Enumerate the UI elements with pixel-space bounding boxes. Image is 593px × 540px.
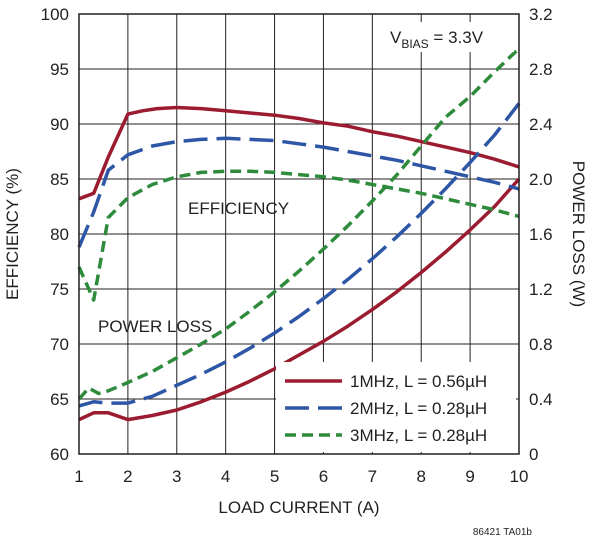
y-left-tick-label: 80	[50, 225, 69, 244]
left-axis-title: EFFICIENCY (%)	[3, 168, 22, 300]
power-loss-line-2	[78, 102, 521, 408]
power-loss-line-3	[77, 47, 521, 401]
bias-annotation: VBIAS = 3.3V	[390, 28, 484, 51]
legend-background	[276, 362, 516, 452]
y-left-tick-label: 100	[41, 5, 69, 24]
bias-value: = 3.3V	[429, 28, 484, 47]
x-tick-label: 6	[319, 467, 328, 486]
efficiency-annotation: EFFICIENCY	[188, 199, 289, 218]
y-left-tick-label: 75	[50, 280, 69, 299]
x-tick-label: 10	[510, 467, 529, 486]
x-tick-label: 4	[221, 467, 230, 486]
efficiency-line-1	[78, 105, 520, 201]
y-left-tick-label: 95	[50, 60, 69, 79]
power-loss-line-1	[78, 177, 521, 422]
x-axis-title: LOAD CURRENT (A)	[218, 498, 379, 517]
bias-subscript: BIAS	[401, 37, 428, 51]
plot-frame	[78, 13, 520, 455]
y-right-tick-label: 0.8	[529, 335, 553, 354]
legend-label-2: 2MHz, L = 0.28µH	[350, 399, 487, 418]
y-right-tick-label: 2.0	[529, 170, 553, 189]
series-lines	[77, 47, 521, 422]
efficiency-line-3	[77, 169, 520, 302]
legend: 1MHz, L = 0.56µH 2MHz, L = 0.28µH 3MHz, L …	[276, 362, 516, 452]
right-axis-title: POWER LOSS (W)	[569, 161, 588, 307]
y-left-tick-label: 70	[50, 335, 69, 354]
y-right-tick-label: 0	[529, 445, 538, 464]
y-left-tick-label: 85	[50, 170, 69, 189]
legend-label-1: 1MHz, L = 0.56µH	[350, 372, 487, 391]
grid	[79, 14, 519, 454]
y-left-tick-label: 65	[50, 390, 69, 409]
efficiency-line-2	[77, 136, 520, 248]
y-left-tick-label: 90	[50, 115, 69, 134]
x-tick-label: 1	[74, 467, 83, 486]
y-right-tick-label: 2.4	[529, 115, 553, 134]
x-tick-label: 9	[465, 467, 474, 486]
tick-labels: 1 2 3 4 5 6 7 8 9 10 60 65 70 75 80 85 90 95 100 0 0.4 0.8 1.2…	[41, 5, 553, 486]
x-tick-label: 2	[123, 467, 132, 486]
power-loss-annotation: POWER LOSS	[98, 317, 212, 336]
bias-v: V	[390, 28, 402, 47]
y-right-tick-label: 3.2	[529, 5, 553, 24]
part-number: 86421 TA01b	[473, 527, 533, 538]
legend-label-3: 3MHz, L = 0.28µH	[350, 426, 487, 445]
y-right-tick-label: 0.4	[529, 390, 553, 409]
y-right-tick-label: 1.6	[529, 225, 553, 244]
x-tick-label: 5	[270, 467, 279, 486]
y-right-tick-label: 2.8	[529, 60, 553, 79]
x-tick-label: 7	[368, 467, 377, 486]
bias-annotation-background	[384, 22, 514, 52]
y-right-tick-label: 1.2	[529, 280, 553, 299]
x-tick-label: 3	[172, 467, 181, 486]
y-left-tick-label: 60	[50, 445, 69, 464]
x-tick-label: 8	[416, 467, 425, 486]
